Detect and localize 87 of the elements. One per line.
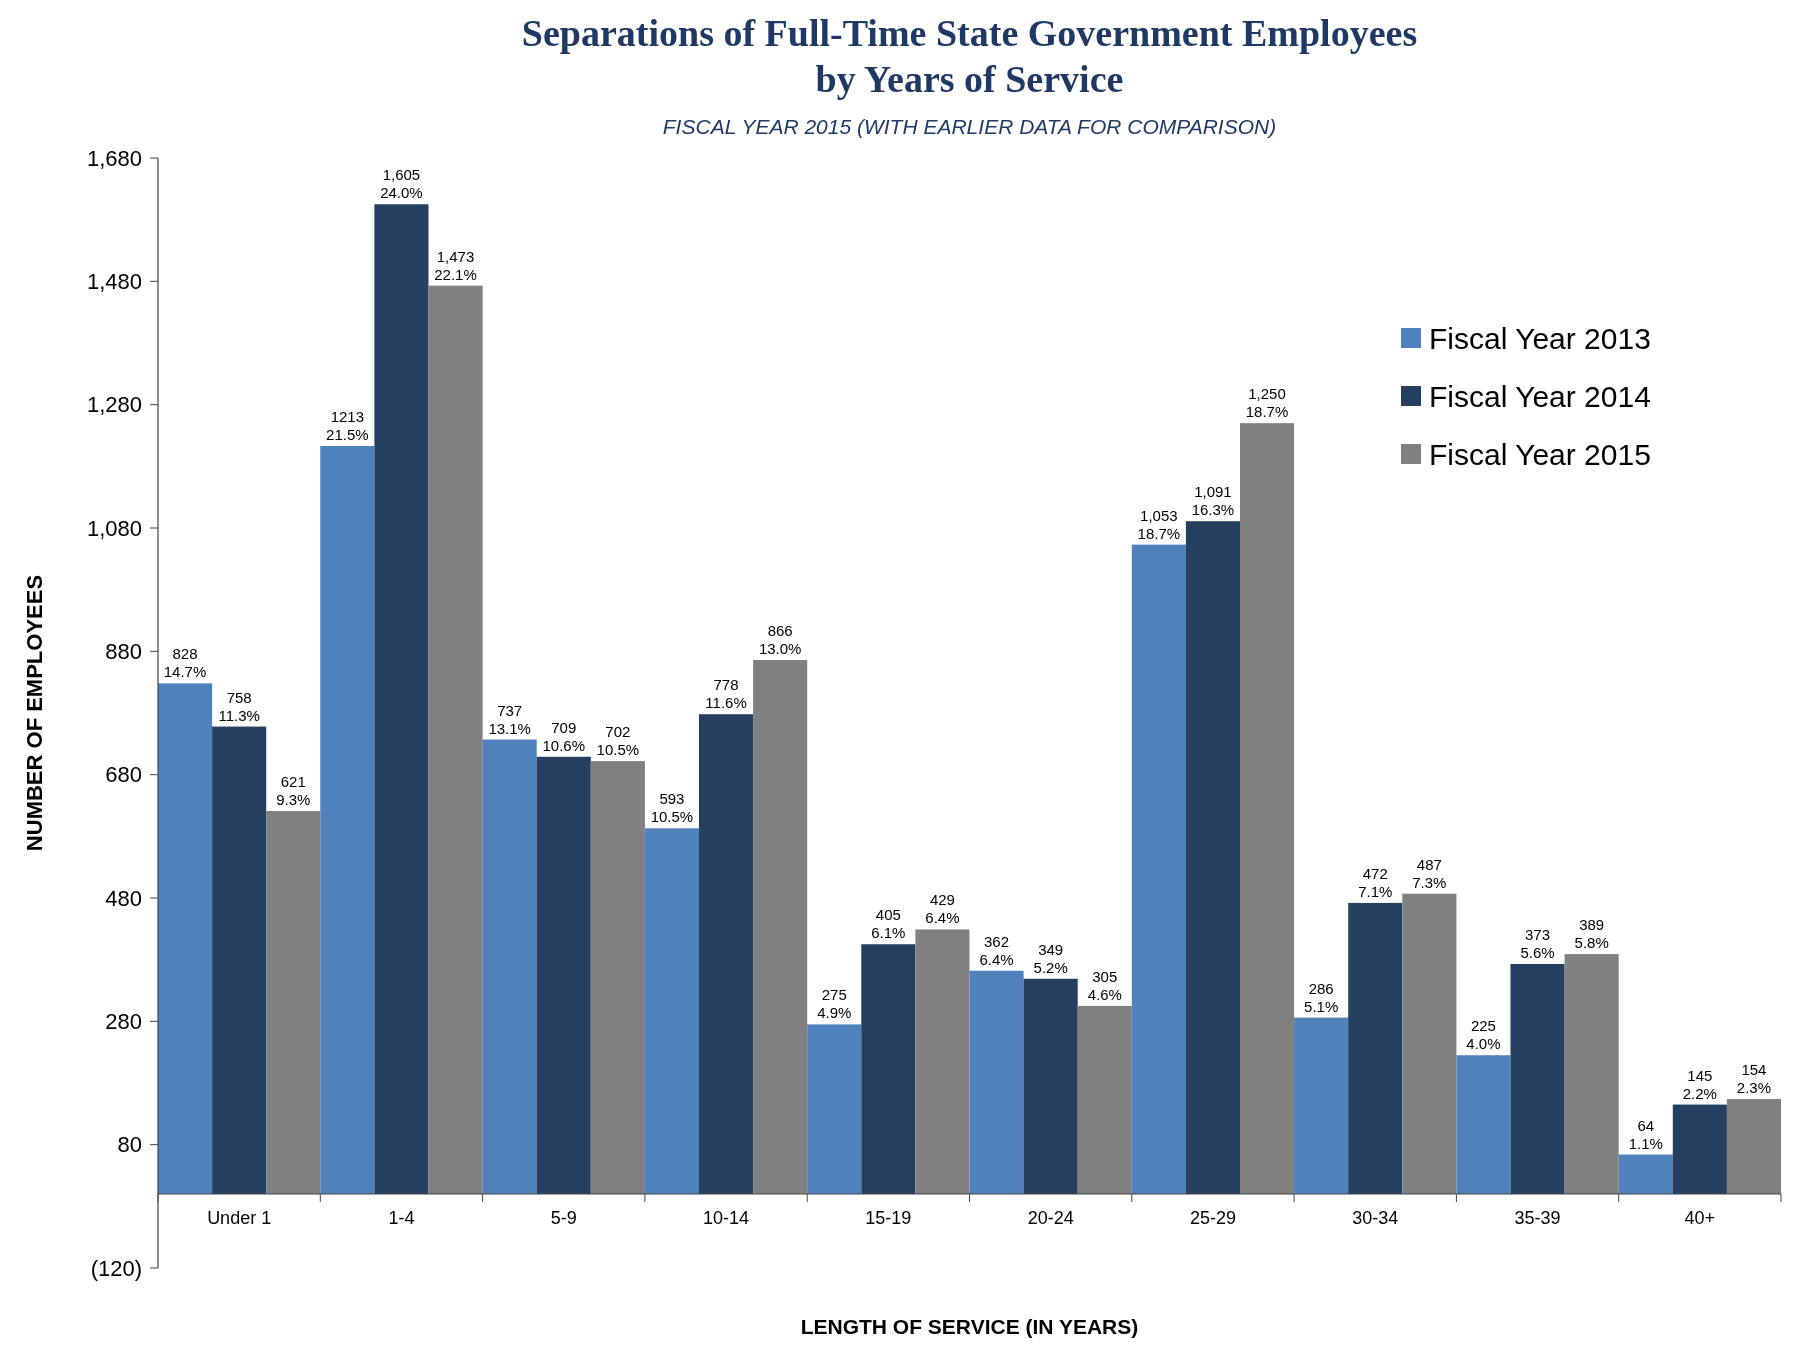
y-tick-label: 80 <box>117 1132 142 1158</box>
x-axis-title: LENGTH OF SERVICE (IN YEARS) <box>800 1315 1139 1338</box>
data-label: 828 14.7% <box>163 645 207 681</box>
x-tick-label: Under 1 <box>207 1208 272 1228</box>
bar <box>1131 544 1186 1194</box>
y-tick-label: 1,280 <box>86 392 142 418</box>
bar <box>1185 521 1240 1194</box>
data-label: 1,053 18.7% <box>1137 506 1181 542</box>
bar <box>374 204 429 1194</box>
x-tick-label: 20-24 <box>1027 1208 1074 1228</box>
data-label: 349 5.2% <box>1033 940 1068 976</box>
bar <box>212 726 267 1194</box>
data-label: 621 9.3% <box>276 773 311 809</box>
bar <box>1023 978 1078 1194</box>
data-label: 154 2.3% <box>1736 1061 1772 1097</box>
x-tick-label: 35-39 <box>1514 1208 1561 1228</box>
bar <box>590 761 645 1194</box>
bar <box>861 944 916 1194</box>
bar <box>1402 893 1457 1194</box>
bar <box>1348 902 1403 1194</box>
bar <box>969 970 1024 1194</box>
chart-title: Separations of Full-Time State Government Employees by Years of Service <box>521 12 1418 100</box>
bar <box>266 811 321 1194</box>
bar <box>699 714 754 1194</box>
bar <box>753 659 808 1194</box>
bar <box>1726 1099 1781 1194</box>
bar <box>1240 423 1295 1194</box>
legend-label: Fiscal Year 2014 <box>1429 379 1651 413</box>
data-label: 64 1.1% <box>1628 1116 1663 1152</box>
data-label: 702 10.5% <box>596 723 640 759</box>
bar <box>1077 1005 1132 1194</box>
data-label: 286 5.1% <box>1304 979 1339 1015</box>
data-label: 1,250 18.7% <box>1245 385 1289 421</box>
y-tick-label: 1,080 <box>86 515 142 541</box>
data-label: 472 7.1% <box>1358 864 1393 900</box>
y-tick-label: 680 <box>105 762 142 788</box>
bar <box>644 828 699 1194</box>
bar <box>1456 1055 1511 1194</box>
x-tick-label: 5-9 <box>550 1208 577 1228</box>
bar <box>320 445 375 1194</box>
x-tick-label: 25-29 <box>1189 1208 1236 1228</box>
data-label: 487 7.3% <box>1412 855 1447 891</box>
data-label: 373 5.6% <box>1520 925 1555 961</box>
y-tick-label: 280 <box>105 1009 142 1035</box>
bar <box>807 1024 862 1194</box>
data-label: 305 4.6% <box>1087 967 1122 1003</box>
legend-label: Fiscal Year 2013 <box>1429 321 1651 355</box>
bar <box>158 683 213 1194</box>
bar <box>1618 1154 1673 1194</box>
data-label: 1,605 24.0% <box>380 166 423 202</box>
bar <box>482 739 537 1194</box>
x-tick-label: 1-4 <box>388 1208 415 1228</box>
data-label: 593 10.5% <box>650 790 694 826</box>
data-label: 737 13.1% <box>488 701 531 737</box>
data-label: 709 10.6% <box>542 718 586 754</box>
x-tick-label: 30-34 <box>1352 1208 1399 1228</box>
data-label: 778 11.6% <box>705 676 747 712</box>
chart-subtitle: FISCAL YEAR 2015 (WITH EARLIER DATA FOR COMPARISON) <box>662 115 1277 138</box>
data-label: 405 6.1% <box>871 906 906 942</box>
y-tick-label: (120) <box>90 1255 142 1281</box>
bar <box>915 929 970 1194</box>
data-label: 1,473 22.1% <box>434 247 477 283</box>
data-label: 389 5.8% <box>1574 916 1609 952</box>
data-label: 362 6.4% <box>979 932 1014 968</box>
data-label: 758 11.3% <box>218 688 260 724</box>
x-tick-label: 40+ <box>1684 1208 1716 1228</box>
y-tick-label: 1,480 <box>86 269 142 295</box>
y-tick-label: 880 <box>105 639 142 665</box>
x-tick-label: 15-19 <box>865 1208 912 1228</box>
y-axis-title: NUMBER OF EMPLOYEES <box>22 574 47 852</box>
x-tick-label: 10-14 <box>703 1208 750 1228</box>
y-tick-label: 480 <box>105 885 142 911</box>
data-label: 225 4.0% <box>1466 1017 1501 1053</box>
data-label: 1213 21.5% <box>326 407 369 443</box>
bar <box>1672 1104 1727 1194</box>
bar <box>1294 1017 1349 1194</box>
data-label: 1,091 16.3% <box>1191 483 1235 519</box>
data-label: 866 13.0% <box>758 621 802 657</box>
legend-label: Fiscal Year 2015 <box>1429 437 1651 471</box>
bar <box>428 285 483 1194</box>
bar <box>1510 963 1565 1194</box>
data-label: 145 2.2% <box>1682 1066 1717 1102</box>
data-label: 275 4.9% <box>817 986 852 1022</box>
y-tick-label: 1,680 <box>86 145 142 171</box>
bar <box>1564 954 1619 1194</box>
bar <box>536 756 591 1194</box>
data-label: 429 6.4% <box>925 891 960 927</box>
